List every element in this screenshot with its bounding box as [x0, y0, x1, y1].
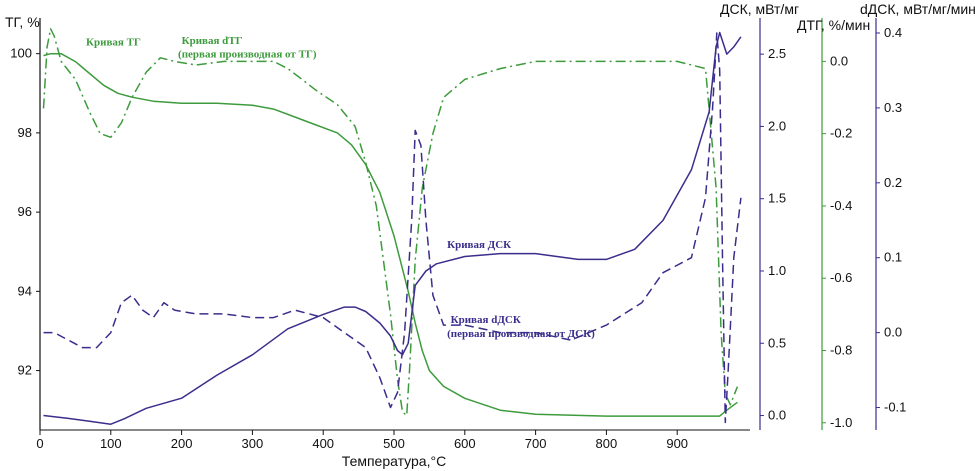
ddsc-tick-label: 0.4	[884, 25, 902, 40]
axes-layer: 0 100 200 300 400 500 600 700 800 900 Температура,…	[5, 1, 975, 469]
dsc-tick-label: 2.0	[768, 118, 786, 133]
dtg-tick-label: -0.4	[830, 198, 852, 213]
series-line-1	[42, 28, 739, 417]
x-tick-label: 0	[36, 436, 43, 451]
x-tick-label: 800	[596, 436, 618, 451]
ddsc-tick-label: -0.1	[884, 400, 906, 415]
dtg-tick-label: -0.6	[830, 270, 852, 285]
ddsc-tick-label: 0.3	[884, 100, 902, 115]
tg-tick-label: 98	[18, 125, 32, 140]
tg-tick-label: 94	[18, 283, 32, 298]
x-tick-label: 900	[666, 436, 688, 451]
x-tick-label: 700	[525, 436, 547, 451]
x-tick-label: 500	[383, 436, 405, 451]
tg-axis-title: ТГ, %	[5, 14, 40, 30]
dtg-tick-label: -0.8	[830, 342, 852, 357]
x-tick-label: 200	[171, 436, 193, 451]
tg-tick-label: 96	[18, 204, 32, 219]
tg-tick-label: 92	[18, 363, 32, 378]
dsc-tick-label: 1.5	[768, 191, 786, 206]
ddsc-axis-title: dДСК, мВт/мг/мин	[860, 1, 975, 17]
dsc-tick-label: 0.0	[768, 408, 786, 423]
annotation-0: Кривая ТГ	[86, 37, 141, 49]
series-line-2	[43, 31, 742, 425]
x-axis-title: Температура,°C	[342, 453, 446, 469]
dsc-tick-label: 0.5	[768, 335, 786, 350]
annotations-layer: Кривая ТГ Кривая dТГ (первая производная о…	[86, 35, 595, 340]
ddsc-tick-label: 0.0	[884, 325, 902, 340]
dsc-axis-title: ДСК, мВт/мг	[720, 1, 799, 17]
annotation-5: (первая производная от ДСК)	[447, 328, 595, 340]
x-tick-label: 600	[454, 436, 476, 451]
series-line-3	[43, 32, 742, 424]
x-tick-label: 400	[312, 436, 334, 451]
series-layer	[42, 28, 742, 425]
dtg-axis-title: ДТГ, %/мин	[797, 17, 870, 33]
dtg-tick-label: 0.0	[830, 53, 848, 68]
annotation-3: Кривая ДСК	[447, 239, 511, 251]
annotation-4: Кривая dДСК	[451, 314, 521, 326]
dtg-tick-label: -1.0	[830, 415, 852, 430]
series-line-0	[43, 52, 738, 417]
annotation-1: Кривая dТГ	[182, 35, 243, 47]
dtg-tick-label: -0.2	[830, 126, 852, 141]
ddsc-tick-label: 0.2	[884, 175, 902, 190]
tg-tick-label: 100	[10, 46, 32, 61]
annotation-2: (первая производная от ТГ)	[178, 49, 317, 61]
x-tick-label: 300	[242, 436, 264, 451]
dsc-tick-label: 1.0	[768, 263, 786, 278]
x-tick-label: 100	[100, 436, 122, 451]
ddsc-tick-label: 0.1	[884, 250, 902, 265]
dsc-tick-label: 2.5	[768, 46, 786, 61]
